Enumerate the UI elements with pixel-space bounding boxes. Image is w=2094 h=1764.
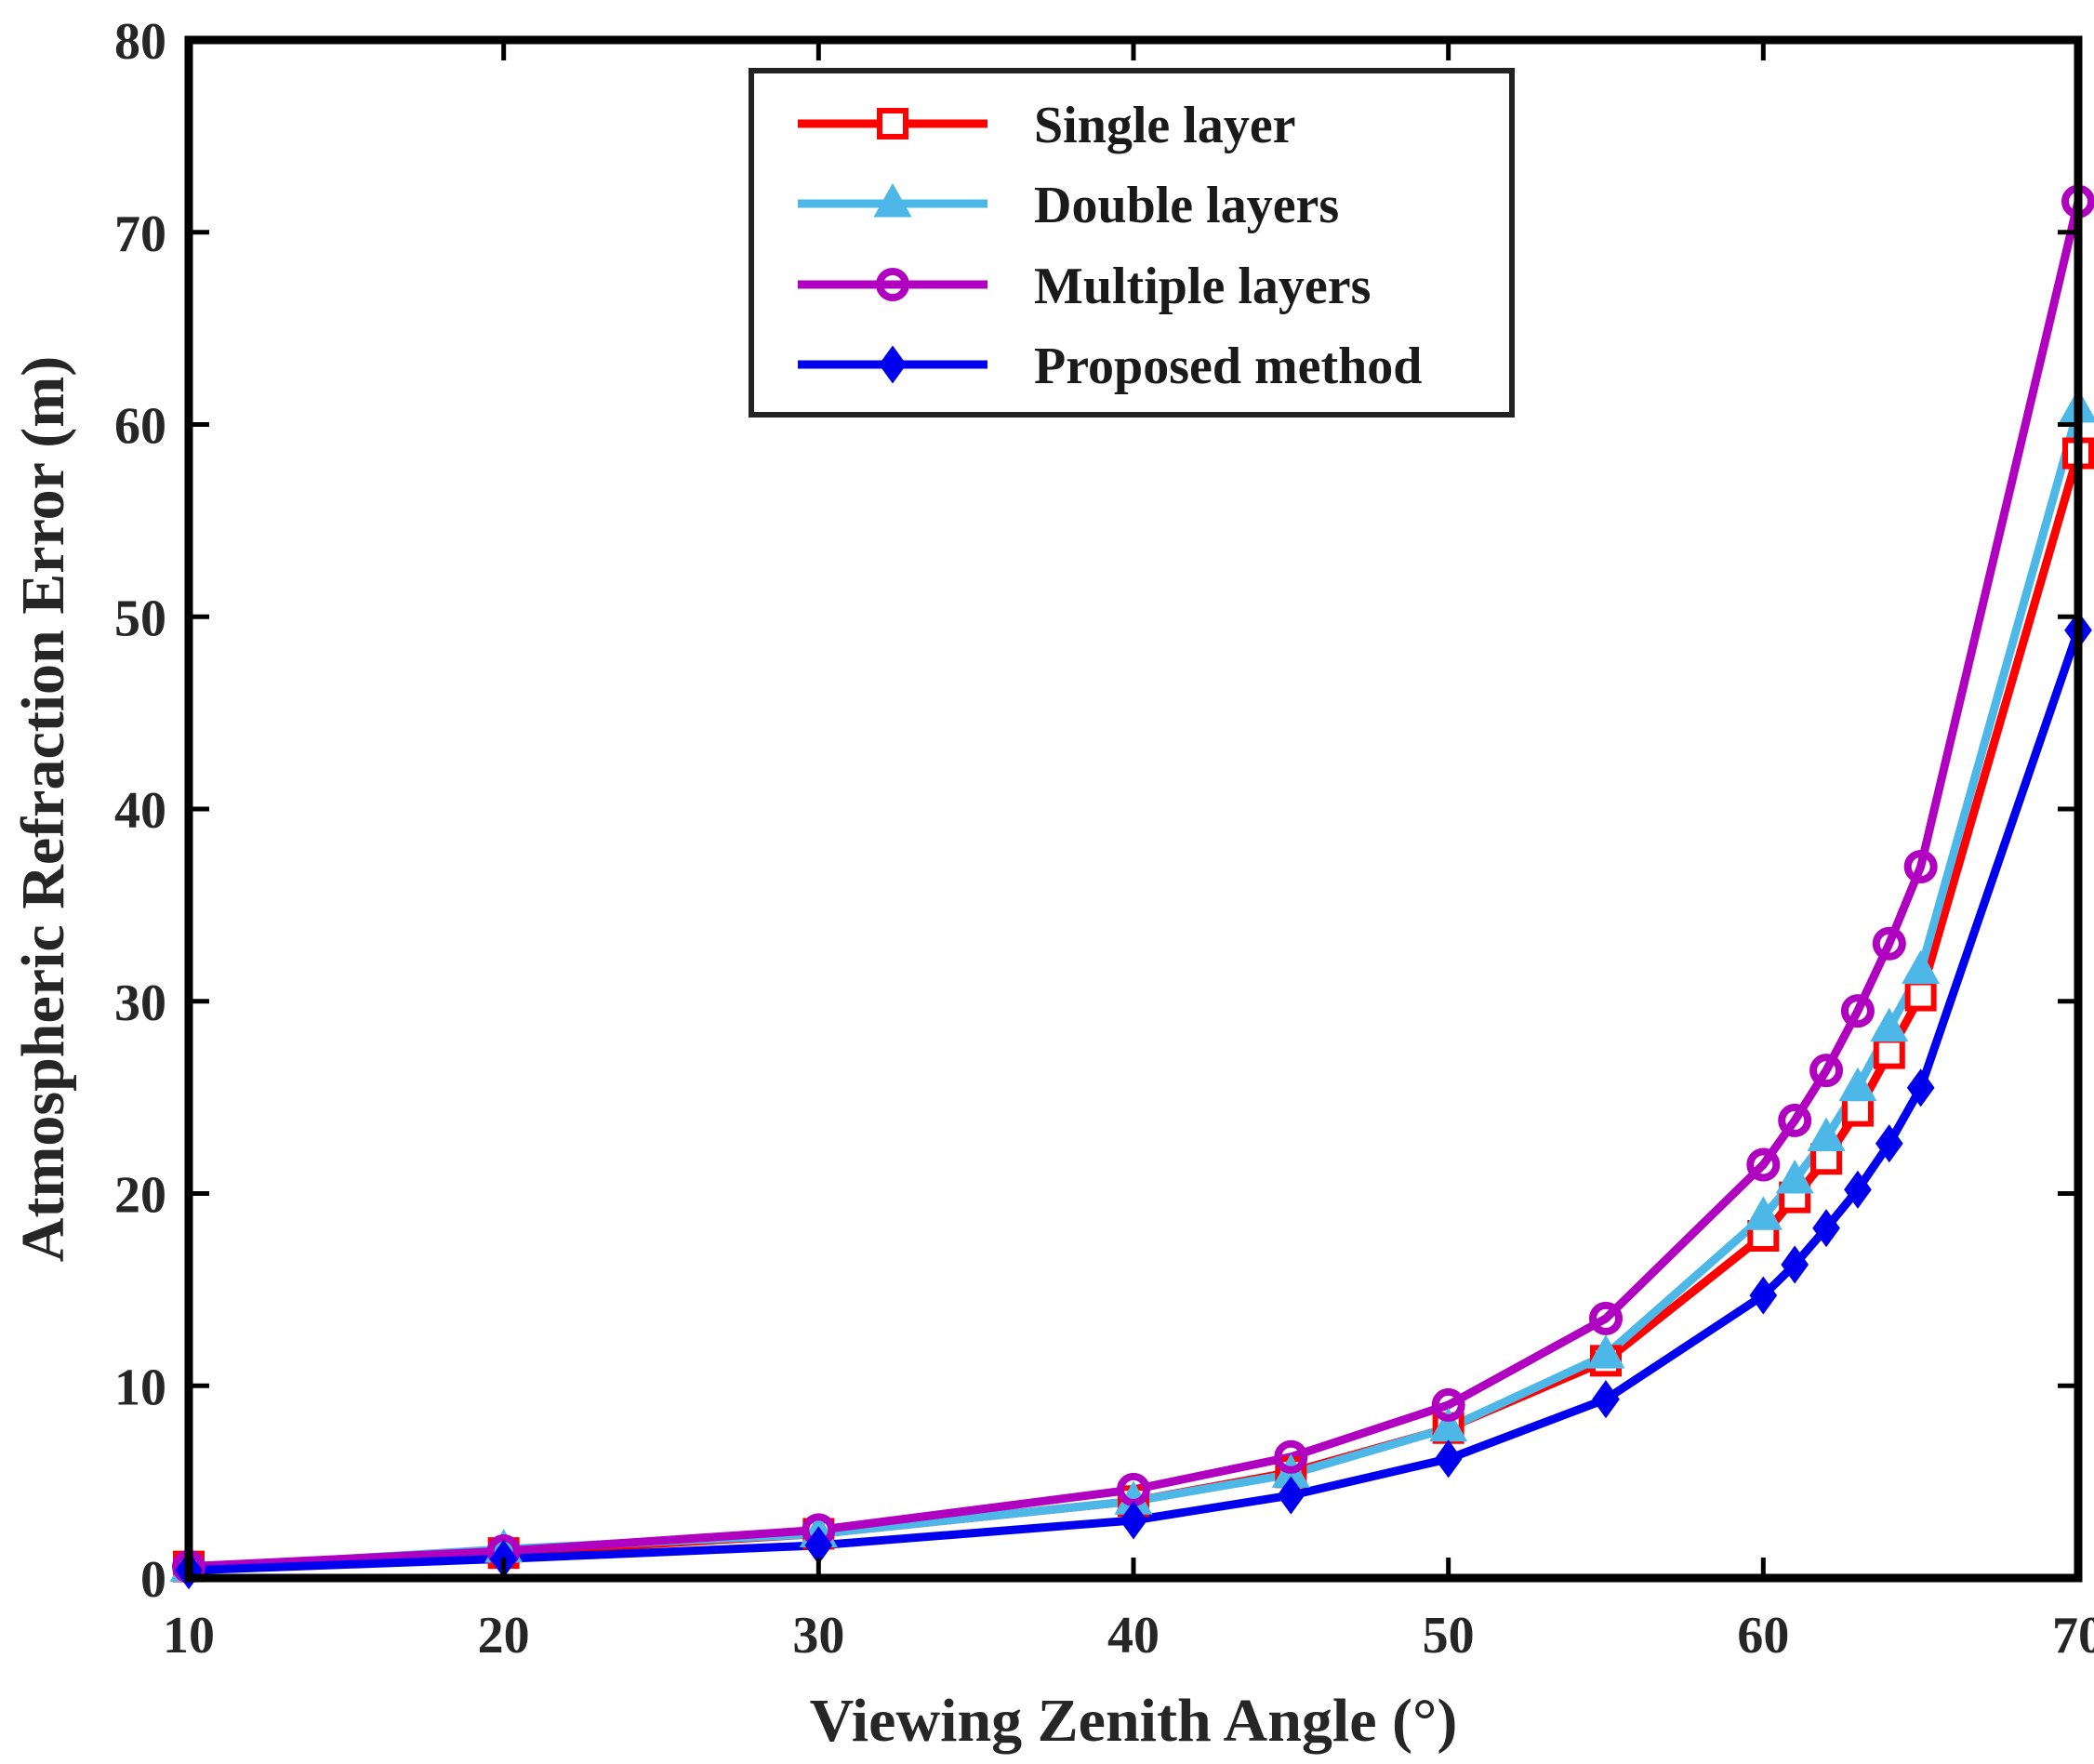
- legend-label-proposed-method: Proposed method: [1034, 338, 1422, 395]
- legend-label-double-layers: Double layers: [1034, 177, 1339, 234]
- data-point-multiple-layers: [1746, 1147, 1781, 1182]
- data-point-multiple-layers: [1903, 850, 1938, 884]
- data-point-single-layer: [1841, 1094, 1874, 1127]
- series-line-single-layer: [188, 452, 2083, 1572]
- data-point-proposed-method: [1906, 1068, 1935, 1107]
- data-point-proposed-method: [1781, 1245, 1809, 1284]
- data-point-multiple-layers: [1431, 1387, 1465, 1422]
- x-tick-label: 40: [1107, 1607, 1160, 1665]
- series-line-proposed-method: [188, 629, 2083, 1575]
- y-tick-label: 60: [114, 398, 166, 456]
- data-point-single-layer: [1873, 1037, 1905, 1069]
- data-point-multiple-layers: [1589, 1301, 1623, 1335]
- axis-ticks: [186, 37, 2081, 1581]
- y-tick-label: 20: [114, 1167, 166, 1225]
- data-point-multiple-layers: [1778, 1103, 1812, 1137]
- data-point-proposed-method: [1592, 1380, 1620, 1419]
- data-point-double-layers: [1807, 1117, 1846, 1152]
- x-tick-label: 60: [1737, 1607, 1789, 1665]
- legend-label-single-layer: Single layer: [1034, 97, 1296, 154]
- data-point-proposed-method: [1120, 1501, 1147, 1540]
- data-point-double-layers: [1838, 1067, 1877, 1102]
- y-tick-label: 40: [114, 782, 166, 840]
- data-point-double-layers: [1775, 1159, 1814, 1194]
- x-tick-labels: 10 20 30 40 50 60 70: [163, 1607, 2094, 1665]
- data-point-double-layers: [1586, 1334, 1625, 1369]
- y-tick-label: 50: [114, 590, 166, 647]
- data-point-single-layer: [1904, 979, 1937, 1012]
- data-point-proposed-method: [1434, 1439, 1463, 1479]
- data-point-double-layers: [1870, 1007, 1909, 1042]
- legend: Single layer Double layers Multiple layers…: [749, 68, 1515, 418]
- x-tick-label: 10: [163, 1607, 215, 1665]
- y-tick-labels: 0 10 20 30 40 50 60 70 80: [114, 13, 166, 1609]
- data-point-multiple-layers: [1274, 1439, 1308, 1474]
- legend-label-multiple-layers: Multiple layers: [1034, 258, 1371, 315]
- data-point-proposed-method: [1844, 1170, 1872, 1209]
- data-point-proposed-method: [1277, 1476, 1305, 1515]
- legend-marker-double-layers: [873, 182, 912, 218]
- y-tick-label: 80: [114, 13, 166, 71]
- x-tick-label: 50: [1423, 1607, 1475, 1665]
- y-tick-label: 70: [114, 206, 166, 263]
- x-tick-label: 20: [478, 1607, 530, 1665]
- data-point-proposed-method: [1749, 1276, 1778, 1315]
- x-tick-label: 70: [2052, 1607, 2094, 1665]
- data-point-double-layers: [1743, 1196, 1783, 1230]
- x-tick-label: 30: [792, 1607, 844, 1665]
- data-point-proposed-method: [1812, 1209, 1840, 1248]
- x-axis-title: Viewing Zenith Angle (°): [810, 1687, 1458, 1755]
- y-tick-label: 30: [114, 975, 166, 1032]
- legend-marker-single-layer: [877, 108, 908, 139]
- data-point-multiple-layers: [1809, 1054, 1844, 1088]
- data-point-double-layers: [1902, 949, 1941, 985]
- y-tick-label: 10: [114, 1359, 166, 1416]
- data-point-multiple-layers: [1872, 926, 1906, 961]
- series-line-double-layers: [188, 407, 2083, 1573]
- data-point-multiple-layers: [1840, 994, 1875, 1028]
- data-point-proposed-method: [1875, 1124, 1903, 1163]
- legend-marker-proposed-method: [879, 345, 907, 384]
- legend-marker-multiple-layers: [876, 268, 909, 301]
- y-axis-title: Atmospheric Refraction Error (m): [9, 356, 77, 1262]
- y-tick-label: 0: [140, 1551, 166, 1609]
